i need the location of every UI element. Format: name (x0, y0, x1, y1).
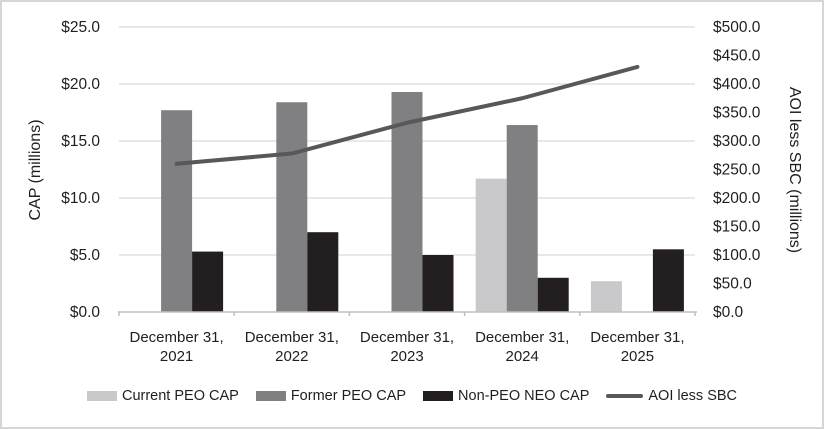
left-axis-tick-label: $15.0 (61, 133, 100, 150)
right-axis-tick-label: $250.0 (713, 162, 761, 179)
legend: Current PEO CAP Former PEO CAP Non-PEO NEO… (86, 388, 737, 404)
right-axis-tick-label: $50.0 (713, 276, 752, 293)
x-axis-category-label-2024: December 31, 2024 (475, 329, 570, 365)
right-axis-tick-label: $200.0 (713, 190, 761, 207)
bar-former-peo-cap-2022 (276, 102, 308, 313)
legend-swatch-current-peo-cap (86, 391, 117, 401)
x-axis-category-label-2022: December 31, 2022 (244, 329, 339, 365)
bar-former-peo-cap-2024 (506, 125, 538, 312)
right-axis-tick-label: $350.0 (713, 105, 761, 122)
legend-swatch-non-peo-neo-cap (423, 391, 454, 401)
legend-label-former-peo-cap: Former PEO CAP (290, 388, 407, 404)
right-axis-tick-label: $500.0 (713, 19, 761, 36)
right-axis-tick-label: $400.0 (713, 76, 761, 93)
left-axis-title: CAP (millions) (27, 119, 44, 221)
bar-current-peo-cap-2024 (475, 178, 507, 312)
bar-non-peo-neo-cap-2023 (422, 255, 454, 312)
legend-label-aoi-less-sbc: AOI less SBC (648, 388, 738, 404)
aoi-less-sbc-line (174, 64, 640, 166)
legend-swatch-former-peo-cap (255, 391, 286, 401)
bar-former-peo-cap-2023 (391, 91, 423, 312)
left-axis-tick-label: $10.0 (61, 190, 100, 207)
right-axis-tick-label: $100.0 (713, 247, 761, 264)
left-axis-tick-label: $0.0 (70, 304, 101, 321)
bar-non-peo-neo-cap-2021 (192, 251, 224, 312)
bar-non-peo-neo-cap-2025 (652, 249, 684, 312)
legend-item-non-peo-neo-cap: Non-PEO NEO CAP (423, 388, 589, 404)
x-axis-category-label-2021: December 31, 2021 (129, 329, 224, 365)
x-axis-category-label-2025: December 31, 2025 (590, 329, 685, 365)
legend-item-current-peo-cap: Current PEO CAP (86, 388, 239, 404)
bar-non-peo-neo-cap-2022 (307, 232, 339, 312)
x-axis-category-label-2023: December 31, 2023 (359, 329, 455, 365)
left-axis-tick-label: $20.0 (61, 76, 100, 93)
right-axis-tick-label: $300.0 (713, 133, 761, 150)
legend-label-current-peo-cap: Current PEO CAP (121, 388, 239, 404)
left-axis-tick-label: $25.0 (61, 19, 100, 36)
legend-item-former-peo-cap: Former PEO CAP (255, 388, 407, 404)
right-axis-title: AOI less SBC (millions) (786, 86, 803, 254)
legend-item-aoi-less-sbc: AOI less SBC (606, 388, 737, 404)
left-axis-tick-label: $5.0 (70, 247, 101, 264)
bar-current-peo-cap-2025 (590, 281, 622, 312)
bar-former-peo-cap-2021 (161, 110, 193, 312)
right-axis-tick-label: $0.0 (713, 304, 744, 321)
bar-non-peo-neo-cap-2024 (537, 277, 569, 312)
right-axis-tick-label: $450.0 (713, 48, 761, 65)
right-axis-tick-label: $150.0 (713, 219, 761, 236)
legend-swatch-aoi-less-sbc (606, 393, 644, 399)
legend-label-non-peo-neo-cap: Non-PEO NEO CAP (458, 388, 590, 404)
